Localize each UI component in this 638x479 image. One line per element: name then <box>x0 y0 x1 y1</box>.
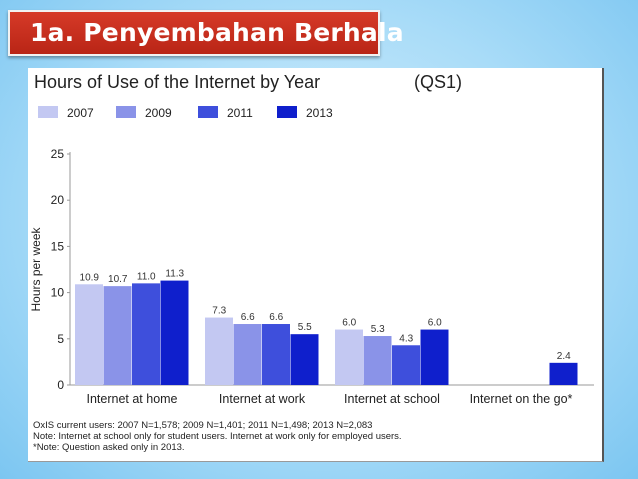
slide-title-banner: 1a. Penyembahan Berhala <box>8 10 404 56</box>
legend-swatch-2007 <box>38 106 58 118</box>
data-label-2013-3: 6.0 <box>428 318 442 329</box>
y-tick-label: 10 <box>51 286 65 300</box>
data-label-2011-2: 6.6 <box>269 312 283 323</box>
data-label-2009-3: 5.3 <box>371 324 385 335</box>
data-label-2011-1: 11.0 <box>137 271 156 282</box>
bar-2013-3 <box>420 329 449 385</box>
chart-panel: Hours of Use of the Internet by Year (QS1… <box>28 68 604 462</box>
y-tick-label: 0 <box>57 378 64 392</box>
bar-2013-2 <box>290 334 319 385</box>
bar-2007-3 <box>335 329 363 385</box>
y-tick-label: 5 <box>57 332 64 346</box>
legend-swatch-2011 <box>198 106 218 118</box>
bar-2007-2 <box>205 317 233 385</box>
bar-chart: Hours of Use of the Internet by Year (QS1… <box>29 72 594 406</box>
y-tick-label: 25 <box>51 147 65 161</box>
legend-label-2011: 2011 <box>227 106 253 120</box>
bar-2011-1 <box>132 283 160 385</box>
y-tick-label: 20 <box>51 193 65 207</box>
bar-2013-4 <box>549 362 578 385</box>
bar-2009-1 <box>103 286 132 385</box>
bar-2011-3 <box>392 345 420 385</box>
y-tick-label: 15 <box>51 239 65 253</box>
data-label-2007-3: 6.0 <box>342 318 356 329</box>
data-label-2011-3: 4.3 <box>399 333 413 344</box>
x-tick-label: Internet at work <box>219 392 306 406</box>
chart-subtitle: (QS1) <box>414 72 462 92</box>
data-label-2007-1: 10.9 <box>80 272 100 283</box>
chart-footnote-sample: OxIS current users: 2007 N=1,578; 2009 N… <box>33 420 373 431</box>
legend-swatch-2009 <box>116 106 136 118</box>
data-label-2013-1: 11.3 <box>165 269 184 280</box>
chart-title: Hours of Use of the Internet by Year <box>34 72 320 92</box>
data-label-2009-2: 6.6 <box>241 312 255 323</box>
chart-footnote-asterisk: *Note: Question asked only in 2013. <box>33 442 185 453</box>
chart-footnote-note: Note: Internet at school only for studen… <box>33 431 402 442</box>
y-axis-label: Hours per week <box>29 226 43 311</box>
bar-2007-1 <box>75 284 103 385</box>
legend-label-2009: 2009 <box>145 106 172 120</box>
x-tick-label: Internet at school <box>344 392 440 406</box>
data-label-2013-2: 5.5 <box>298 322 312 333</box>
x-tick-label: Internet at home <box>86 392 177 406</box>
bar-2013-1 <box>160 280 189 385</box>
legend-label-2013: 2013 <box>306 106 333 120</box>
legend-label-2007: 2007 <box>67 106 94 120</box>
x-tick-label: Internet on the go* <box>470 392 573 406</box>
data-label-2007-2: 7.3 <box>212 306 226 317</box>
data-label-2013-4: 2.4 <box>557 351 571 362</box>
slide-title: 1a. Penyembahan Berhala <box>30 18 404 47</box>
legend-swatch-2013 <box>277 106 297 118</box>
bar-2009-2 <box>233 324 262 385</box>
bar-2009-3 <box>363 336 392 385</box>
bar-2011-2 <box>262 324 290 385</box>
data-label-2009-1: 10.7 <box>108 274 128 285</box>
